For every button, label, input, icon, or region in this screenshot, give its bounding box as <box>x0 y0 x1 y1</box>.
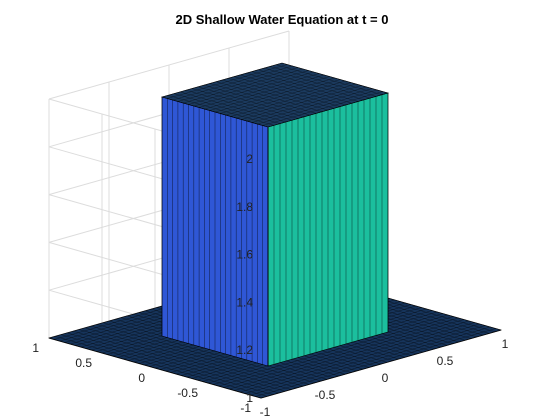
x-tick-label: -1 <box>260 405 271 419</box>
tick-labels: 11.21.41.61.82-1-0.500.51-1-0.500.51 <box>32 152 508 419</box>
mesh-line <box>245 72 353 104</box>
mesh-line <box>177 67 298 102</box>
mesh-line <box>281 62 389 94</box>
mesh-line <box>204 74 325 110</box>
mesh-line <box>263 67 371 99</box>
mesh-line <box>239 74 347 106</box>
mesh-line <box>183 68 304 104</box>
mesh-line <box>199 73 320 108</box>
mesh-line <box>214 77 336 113</box>
mesh-line <box>227 78 335 109</box>
mesh-line <box>257 69 365 101</box>
z-tick-label: 1.2 <box>236 343 253 357</box>
mesh-line <box>172 65 293 101</box>
x-tick-label: 0.5 <box>437 354 454 368</box>
y-tick-label: 1 <box>32 341 39 355</box>
z-tick-label: 1 <box>246 391 253 405</box>
mesh-line <box>233 76 341 107</box>
y-tick-label: -0.5 <box>177 386 198 400</box>
mesh-line <box>275 64 383 95</box>
mesh-line <box>167 64 288 99</box>
x-tick-label: 0 <box>382 371 389 385</box>
z-tick-label: 1.4 <box>236 295 253 309</box>
mesh-line <box>193 71 314 107</box>
mesh-line <box>269 66 377 97</box>
surface <box>47 62 503 399</box>
y-tick-label: 0 <box>138 371 145 385</box>
grid-line <box>48 30 290 100</box>
x-tick-label: -0.5 <box>315 388 336 402</box>
mesh-line <box>251 71 359 102</box>
y-tick-label: -1 <box>240 401 251 415</box>
mesh-line <box>209 76 330 111</box>
z-tick-label: 1.8 <box>236 200 253 214</box>
z-tick-label: 1.6 <box>236 248 253 262</box>
y-tick-label: 0.5 <box>75 356 92 370</box>
chart-title: 2D Shallow Water Equation at t = 0 <box>176 12 389 27</box>
mesh-line <box>161 62 283 98</box>
mesh-line <box>188 70 309 105</box>
x-tick-label: 1 <box>502 337 509 351</box>
z-tick-label: 2 <box>246 152 253 166</box>
